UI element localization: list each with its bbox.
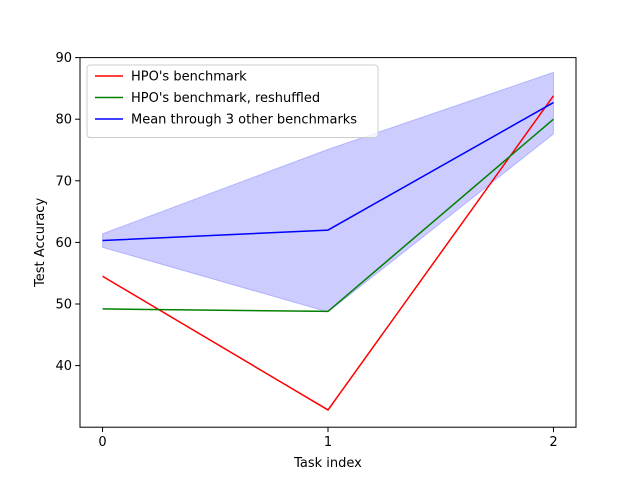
series-0-line — [102, 95, 555, 411]
y-tick-label-4: 80 — [55, 113, 72, 128]
legend-label-0: HPO's benchmark — [131, 70, 247, 85]
legend-label-2: Mean through 3 other benchmarks — [131, 113, 357, 128]
x-axis-label: Task index — [293, 456, 362, 471]
y-tick-label-1: 50 — [55, 298, 72, 313]
legend-box — [86, 64, 379, 138]
series-1-line — [102, 118, 554, 313]
series-lines — [102, 95, 555, 411]
y-tick-label-0: 40 — [55, 359, 72, 374]
x-tick-label-1: 1 — [324, 435, 332, 450]
x-axis-ticks: 0 1 2 — [98, 427, 558, 450]
series-2-line — [102, 101, 554, 242]
series-2-band — [102, 71, 554, 313]
y-axis-ticks: 40 50 60 70 80 90 — [55, 51, 80, 374]
y-tick-label-3: 70 — [55, 174, 72, 189]
x-tick-label-0: 0 — [98, 435, 106, 450]
y-axis-label: Test Accuracy — [33, 198, 48, 288]
legend: HPO's benchmark HPO's benchmark, reshuffl… — [86, 64, 379, 138]
x-tick-label-2: 2 — [549, 435, 557, 450]
legend-label-1: HPO's benchmark, reshuffled — [131, 91, 320, 106]
y-tick-label-5: 90 — [55, 51, 72, 66]
y-tick-label-2: 60 — [55, 236, 72, 251]
confidence-bands — [102, 71, 554, 313]
